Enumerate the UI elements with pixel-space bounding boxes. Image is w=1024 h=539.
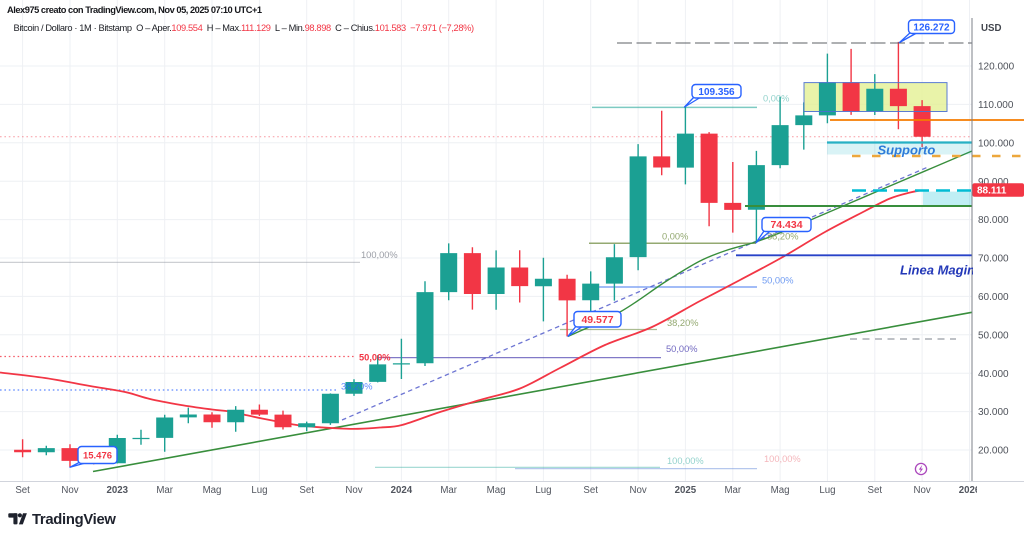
svg-text:Set: Set [868,485,883,496]
svg-text:Set: Set [583,485,598,496]
svg-text:Supporto: Supporto [878,143,936,158]
svg-text:Mag: Mag [487,485,506,496]
svg-text:100,00%: 100,00% [764,454,801,464]
svg-text:Lug: Lug [535,485,551,496]
svg-text:USD: USD [981,23,1001,34]
svg-text:Set: Set [299,485,314,496]
svg-text:50.000: 50.000 [978,330,1009,341]
svg-text:Nov: Nov [913,485,930,496]
svg-text:50,00%: 50,00% [666,344,698,354]
svg-text:100,00%: 100,00% [667,456,704,466]
svg-text:126.272: 126.272 [913,22,950,33]
svg-text:2023: 2023 [107,485,129,496]
svg-text:80.000: 80.000 [978,215,1009,226]
svg-text:100.000: 100.000 [978,138,1015,149]
svg-text:20.000: 20.000 [978,446,1009,457]
svg-text:109.356: 109.356 [698,87,735,98]
svg-text:15.476: 15.476 [83,451,112,462]
svg-text:Mar: Mar [724,485,741,496]
svg-text:70.000: 70.000 [978,254,1009,265]
svg-text:49.577: 49.577 [581,314,613,326]
svg-text:110.000: 110.000 [978,100,1014,111]
svg-text:Mag: Mag [771,485,790,496]
svg-text:2024: 2024 [391,485,413,496]
svg-text:38,20%: 38,20% [341,382,373,392]
svg-text:38,20%: 38,20% [767,232,799,242]
svg-text:Mar: Mar [440,485,457,496]
svg-text:Nov: Nov [61,485,78,496]
svg-text:Nov: Nov [629,485,646,496]
svg-text:0,00%: 0,00% [662,232,688,242]
svg-text:50,00%: 50,00% [359,353,391,363]
svg-text:2026: 2026 [959,485,981,496]
svg-text:120.000: 120.000 [978,62,1015,73]
svg-text:2025: 2025 [675,485,697,496]
svg-text:Lug: Lug [819,485,835,496]
svg-text:40.000: 40.000 [978,369,1009,380]
svg-text:74.434: 74.434 [770,219,802,231]
svg-text:Set: Set [15,485,30,496]
svg-text:100,00%: 100,00% [361,250,398,260]
svg-text:90.000: 90.000 [978,177,1009,188]
svg-text:Mar: Mar [156,485,173,496]
svg-text:0,00%: 0,00% [763,94,789,104]
svg-text:38,20%: 38,20% [667,318,699,328]
svg-text:50,00%: 50,00% [762,276,794,286]
svg-text:Lug: Lug [251,485,267,496]
svg-text:88.111: 88.111 [977,186,1007,197]
svg-text:Linea Maginot: Linea Maginot [900,263,988,278]
svg-text:Mag: Mag [203,485,222,496]
svg-text:60.000: 60.000 [978,292,1009,303]
svg-text:Nov: Nov [345,485,362,496]
svg-text:30.000: 30.000 [978,407,1009,418]
